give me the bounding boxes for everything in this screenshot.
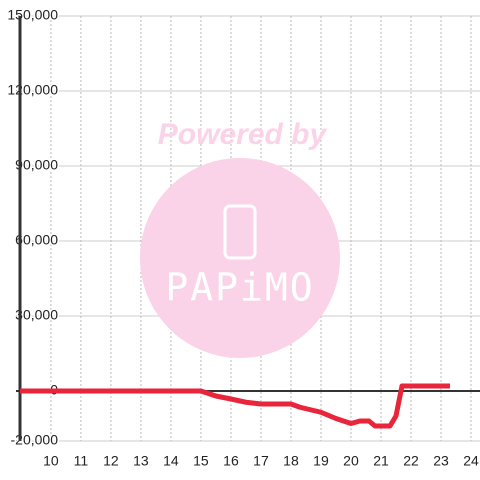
x-tick-label: 17 — [253, 453, 269, 469]
x-tick-label: 18 — [283, 453, 299, 469]
y-tick-label: 90,000 — [15, 157, 58, 173]
data-line — [20, 383, 450, 429]
x-tick-label: 15 — [193, 453, 209, 469]
x-tick-label: 12 — [103, 453, 119, 469]
y-tick-label: 150,000 — [7, 7, 58, 23]
x-tick-label: 16 — [223, 453, 239, 469]
y-tick-label: 60,000 — [15, 232, 58, 248]
watermark-text: Powered by — [158, 118, 328, 151]
x-tick-label: 13 — [133, 453, 149, 469]
x-tick-label: 24 — [463, 453, 479, 469]
x-tick-label: 20 — [343, 453, 359, 469]
x-tick-label: 19 — [313, 453, 329, 469]
x-tick-label: 11 — [74, 453, 89, 469]
watermark-logo: PAPiMO — [165, 266, 314, 310]
x-tick-label: 21 — [373, 453, 389, 469]
watermark-icon — [223, 204, 257, 260]
y-tick-label: -20,000 — [11, 432, 59, 448]
y-tick-label: 120,000 — [7, 82, 58, 98]
x-tick-label: 23 — [433, 453, 449, 469]
x-tick-label: 10 — [43, 453, 59, 469]
x-tick-label: 14 — [163, 453, 179, 469]
x-tick-label: 22 — [403, 453, 419, 469]
y-tick-label: 30,000 — [15, 307, 58, 323]
